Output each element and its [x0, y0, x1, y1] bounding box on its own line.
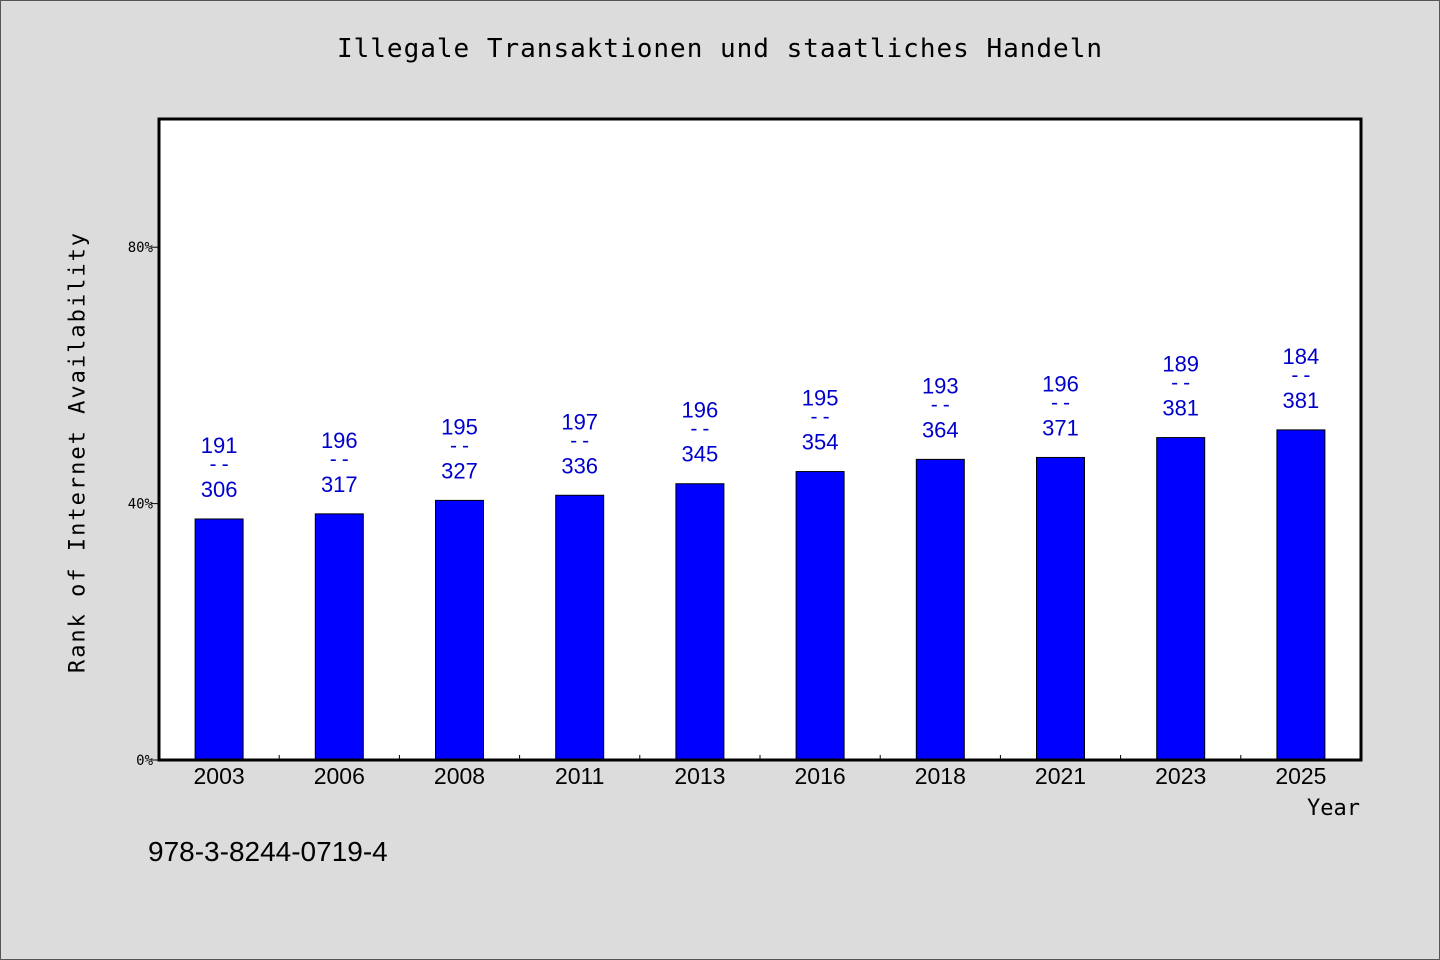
x-tick-label: 2013	[674, 763, 725, 789]
data-label-top: 195	[441, 414, 478, 439]
x-tick-label: 2008	[434, 763, 485, 789]
data-label-separator: --	[447, 433, 471, 457]
data-label-bottom: 306	[201, 477, 238, 502]
data-label-top: 189	[1162, 352, 1199, 377]
data-label-top: 184	[1283, 344, 1320, 369]
data-label-separator: --	[568, 428, 592, 452]
data-label-top: 195	[802, 386, 839, 411]
bar-2003	[194, 518, 244, 761]
x-tick-label: 2016	[795, 763, 846, 789]
data-label-separator: --	[207, 452, 231, 476]
bar-2023	[1156, 437, 1206, 761]
x-tick-label: 2023	[1155, 763, 1206, 789]
plot-border	[157, 117, 1363, 762]
x-tick-label: 2021	[1035, 763, 1086, 789]
data-label-bottom: 364	[922, 417, 959, 442]
data-label-separator: --	[1169, 371, 1193, 395]
data-label-top: 193	[922, 373, 959, 398]
bar-2008	[435, 499, 484, 761]
y-tick-label: 80%	[128, 240, 154, 256]
data-label-separator: --	[928, 392, 952, 416]
data-label-separator: --	[1289, 363, 1313, 387]
data-label-top: 191	[201, 433, 238, 458]
bar-2013	[675, 483, 725, 761]
y-tick-label: 0%	[136, 753, 153, 769]
bar-2016	[795, 471, 845, 761]
data-label-separator: --	[688, 417, 712, 441]
data-label-bottom: 336	[561, 453, 598, 478]
data-label-top: 197	[561, 409, 598, 434]
x-tick-label: 2025	[1275, 763, 1326, 789]
data-label-bottom: 381	[1283, 388, 1320, 413]
x-tick-label: 2006	[314, 763, 365, 789]
isbn-footnote: 978-3-8244-0719-4	[148, 836, 388, 867]
y-tick-label: 40%	[128, 497, 154, 513]
data-label-bottom: 317	[321, 472, 358, 497]
data-label-bottom: 371	[1042, 415, 1079, 440]
data-label-top: 196	[321, 428, 358, 453]
bar-2018	[915, 458, 965, 761]
data-label-bottom: 345	[682, 442, 719, 467]
bar-2006	[314, 513, 364, 761]
data-label-bottom: 354	[802, 430, 839, 455]
x-tick-label: 2011	[555, 763, 604, 789]
x-tick-label: 2018	[915, 763, 966, 789]
data-label-top: 196	[682, 398, 719, 423]
data-label-separator: --	[1048, 390, 1072, 414]
x-tick-label: 2003	[194, 763, 245, 789]
data-label-bottom: 381	[1162, 396, 1199, 421]
data-label-bottom: 327	[441, 458, 478, 483]
chart-title: Illegale Transaktionen und staatliches H…	[336, 34, 1104, 64]
data-label-separator: --	[327, 447, 351, 471]
x-axis-label: Year	[1307, 796, 1360, 821]
bar-2021	[1036, 456, 1085, 761]
bar-2025	[1276, 429, 1326, 761]
data-label-separator: --	[808, 405, 832, 429]
bar-2011	[555, 494, 605, 761]
data-label-top: 196	[1042, 371, 1079, 396]
